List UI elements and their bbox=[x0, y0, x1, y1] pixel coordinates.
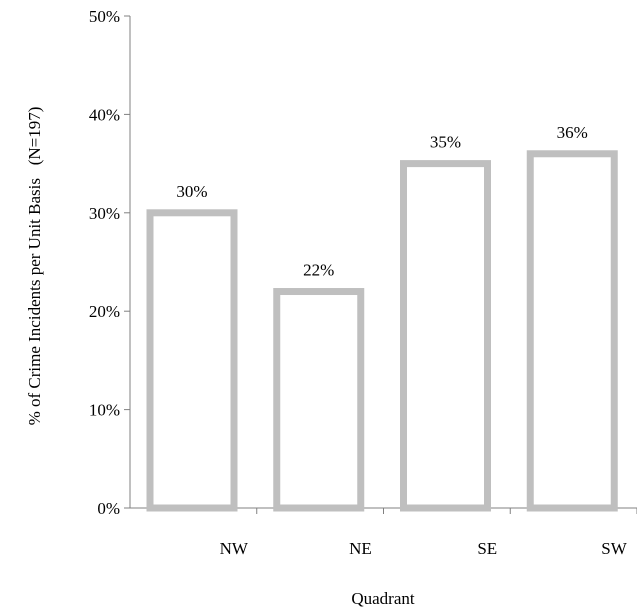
labels: 0% 10% 20% 30% 40% 50% 30% NW 22% NE 35% SE 36% SW bbox=[89, 7, 628, 558]
data-label: 36% bbox=[557, 123, 588, 142]
x-axis-title: Quadrant bbox=[351, 589, 415, 608]
data-label: 22% bbox=[303, 261, 334, 280]
category-label: SE bbox=[477, 539, 497, 558]
bar bbox=[146, 209, 238, 512]
category-label: NE bbox=[349, 539, 372, 558]
y-tick-label: 20% bbox=[89, 302, 120, 321]
y-axis-title: % of Crime Incidents per Unit Basis (N=1… bbox=[25, 107, 44, 426]
y-tick-label: 10% bbox=[89, 401, 120, 420]
y-tick-label: 0% bbox=[97, 499, 120, 518]
category-label: SW bbox=[601, 539, 627, 558]
category-label: NW bbox=[220, 539, 249, 558]
bar bbox=[400, 160, 491, 512]
bar bbox=[526, 150, 618, 512]
y-tick-label: 50% bbox=[89, 7, 120, 26]
y-tick-label: 30% bbox=[89, 204, 120, 223]
y-tick-label: 40% bbox=[89, 105, 120, 124]
data-label: 30% bbox=[176, 182, 207, 201]
data-label: 35% bbox=[430, 133, 461, 152]
bars bbox=[146, 150, 618, 512]
bar bbox=[273, 288, 365, 512]
